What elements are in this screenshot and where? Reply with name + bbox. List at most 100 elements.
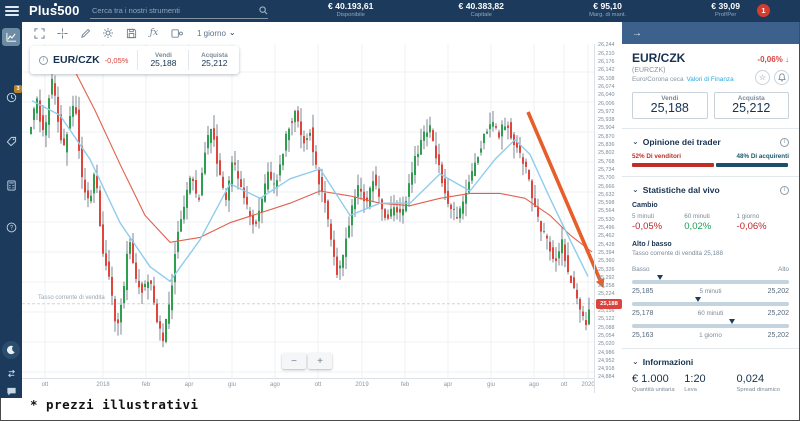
panel-actions: ☆ (755, 70, 789, 85)
buy-button[interactable]: Acquista 25,212 (713, 92, 789, 119)
sentiment-bar (632, 163, 789, 167)
overlay-instrument[interactable]: i EUR/CZK -0,05% (30, 54, 137, 66)
sidebar-item-positions[interactable]: 3 (2, 85, 22, 106)
price-axis-label: 25,802 (598, 150, 615, 157)
alert-bell-icon[interactable] (774, 70, 789, 85)
sidebar-item-funds[interactable] (2, 176, 20, 194)
positions-count-badge: 3 (14, 85, 22, 93)
instrument-subtitle: Euro/Corona ceca Valori di Finanza (632, 76, 789, 83)
sidebar-item-trade-chart[interactable] (2, 28, 20, 46)
sell-button[interactable]: Vendi 25,188 (632, 92, 708, 119)
high-label: Alto (778, 265, 789, 273)
trade-buttons: Vendi 25,188 Acquista 25,212 (632, 92, 789, 119)
info-icon[interactable]: i (780, 137, 789, 147)
metric-label: Marg. di mant. (589, 11, 627, 18)
category-link[interactable]: Valori di Finanza (686, 76, 734, 83)
range-row: 25,163 1 giorno 25,202 (632, 318, 789, 339)
time-axis-label: feb (141, 382, 151, 388)
chevron-down-icon: ⌄ (632, 356, 639, 366)
chat-icon (6, 386, 17, 397)
sidebar-item-instruments[interactable] (2, 132, 20, 150)
instrument-overlay: i EUR/CZK -0,05% Vendi 25,188 Acquista 2… (30, 46, 240, 74)
indicators-fx-icon[interactable]: ƒx (149, 28, 159, 38)
divider (622, 176, 799, 177)
plus500-logo: Plus500 (29, 3, 80, 18)
time-axis-label: apr (184, 382, 194, 388)
price-axis-label: 24,884 (598, 374, 615, 381)
instrument-title: EUR/CZK (632, 51, 686, 65)
change-value: -0,06% (757, 55, 783, 64)
info-icon[interactable]: i (780, 185, 789, 195)
range-indicators: 25,185 5 minuti 25,202 25,178 60 minuti 25,20… (632, 274, 789, 339)
price-axis-label: 25,564 (598, 208, 615, 215)
draw-pencil-icon[interactable] (78, 26, 92, 40)
low-high-labels: Basso Alto (632, 266, 789, 273)
time-axis[interactable]: ott 2018 feb apr giu ago ott 2019 feb apr giu ago ot… (22, 378, 595, 393)
range-marker-icon (694, 296, 701, 302)
calculator-icon (6, 179, 17, 191)
save-icon[interactable] (124, 26, 138, 40)
account-metric: € 39,09 Prof/Per (711, 2, 740, 18)
overlay-sell-button[interactable]: Vendi 25,188 (138, 52, 188, 69)
time-axis-label: 2019 (355, 382, 369, 388)
panel-header: → (622, 22, 799, 44)
sidebar-item-dark-mode[interactable] (2, 341, 20, 359)
price-axis-label: 25,156 (598, 308, 615, 314)
price-axis-label: 25,768 (598, 158, 615, 165)
buyers-bar (715, 163, 788, 167)
sidebar-item-switch-mode[interactable] (2, 364, 20, 382)
zoom-out-button[interactable]: − (282, 353, 306, 369)
time-axis-label: 2020 (581, 382, 595, 388)
moving-average-fast (31, 100, 589, 282)
metric-value: € 39,09 (711, 1, 740, 11)
live-stats-section-header[interactable]: ⌄ Statistiche dal vivo i (632, 185, 789, 195)
buy-value: 25,212 (201, 57, 228, 68)
range-period-label: 5 minuti (699, 287, 722, 295)
info-item: 0,024 Spread dinamico (737, 373, 789, 394)
info-value: € 1.000 (632, 372, 669, 385)
fullscreen-icon[interactable] (32, 26, 46, 40)
sidebar-item-feedback[interactable] (2, 382, 20, 400)
account-metric: € 95,10 Marg. di mant. (589, 2, 626, 18)
overlay-buy-button[interactable]: Acquista 25,212 (189, 52, 239, 69)
traders-sentiment-section-header[interactable]: ⌄ Opinione dei trader i (632, 137, 789, 147)
svg-text:?: ? (9, 225, 13, 231)
time-axis-label: apr (443, 382, 453, 388)
price-axis-label: 25,972 (598, 108, 615, 115)
clock-icon (6, 92, 17, 103)
buy-label: Acquista (201, 51, 228, 59)
settings-gear-icon[interactable] (101, 26, 115, 40)
chevron-down-icon: ⌄ (632, 184, 639, 194)
collapse-panel-arrow-icon[interactable]: → (632, 27, 642, 39)
info-icon[interactable]: i (39, 55, 48, 65)
stat-change-label: 60 minuti (684, 213, 710, 220)
info-label: Leva (684, 387, 697, 394)
time-axis-label: ago (269, 382, 280, 388)
account-metric: € 40.383,82 Capitale (459, 2, 504, 18)
price-axis[interactable]: 25,188 26,244 26,210 26,176 26,142 26,108 26,… (594, 42, 623, 393)
instrument-category: Euro/Corona ceca (632, 76, 684, 83)
timeframe-dropdown[interactable]: 1 giorno ⌄ (197, 28, 240, 37)
price-chart[interactable]: i EUR/CZK -0,05% Vendi 25,188 Acquista 2… (22, 44, 623, 378)
notification-badge[interactable]: 1 (757, 4, 770, 17)
favorite-star-icon[interactable]: ☆ (755, 70, 770, 85)
price-axis-label: 26,006 (598, 100, 615, 107)
price-axis-label: 25,054 (598, 332, 615, 339)
menu-icon[interactable] (4, 4, 20, 18)
search-bar[interactable]: Cerca tra i nostri strumenti (90, 3, 268, 19)
time-axis-label: ott (314, 382, 322, 388)
range-row: 25,178 60 minuti 25,202 (632, 296, 789, 317)
price-axis-label: 25,020 (598, 341, 615, 348)
sidebar-item-help[interactable]: ? (2, 218, 20, 236)
range-low-value: 25,163 (632, 331, 654, 339)
stat-change-label: 5 minuti (632, 213, 655, 220)
current-price-badge: 25,188 (596, 298, 622, 309)
sell-label: Vendi (155, 51, 172, 59)
compare-layout-icon[interactable] (170, 26, 184, 40)
time-axis-label: ago (528, 382, 539, 388)
sentiment-labels: 52% Di venditori 48% Di acquirenti (632, 153, 789, 160)
crosshair-icon[interactable] (55, 26, 69, 40)
information-section-header[interactable]: ⌄ Informazioni (632, 357, 789, 367)
zoom-in-button[interactable]: + (308, 353, 332, 369)
